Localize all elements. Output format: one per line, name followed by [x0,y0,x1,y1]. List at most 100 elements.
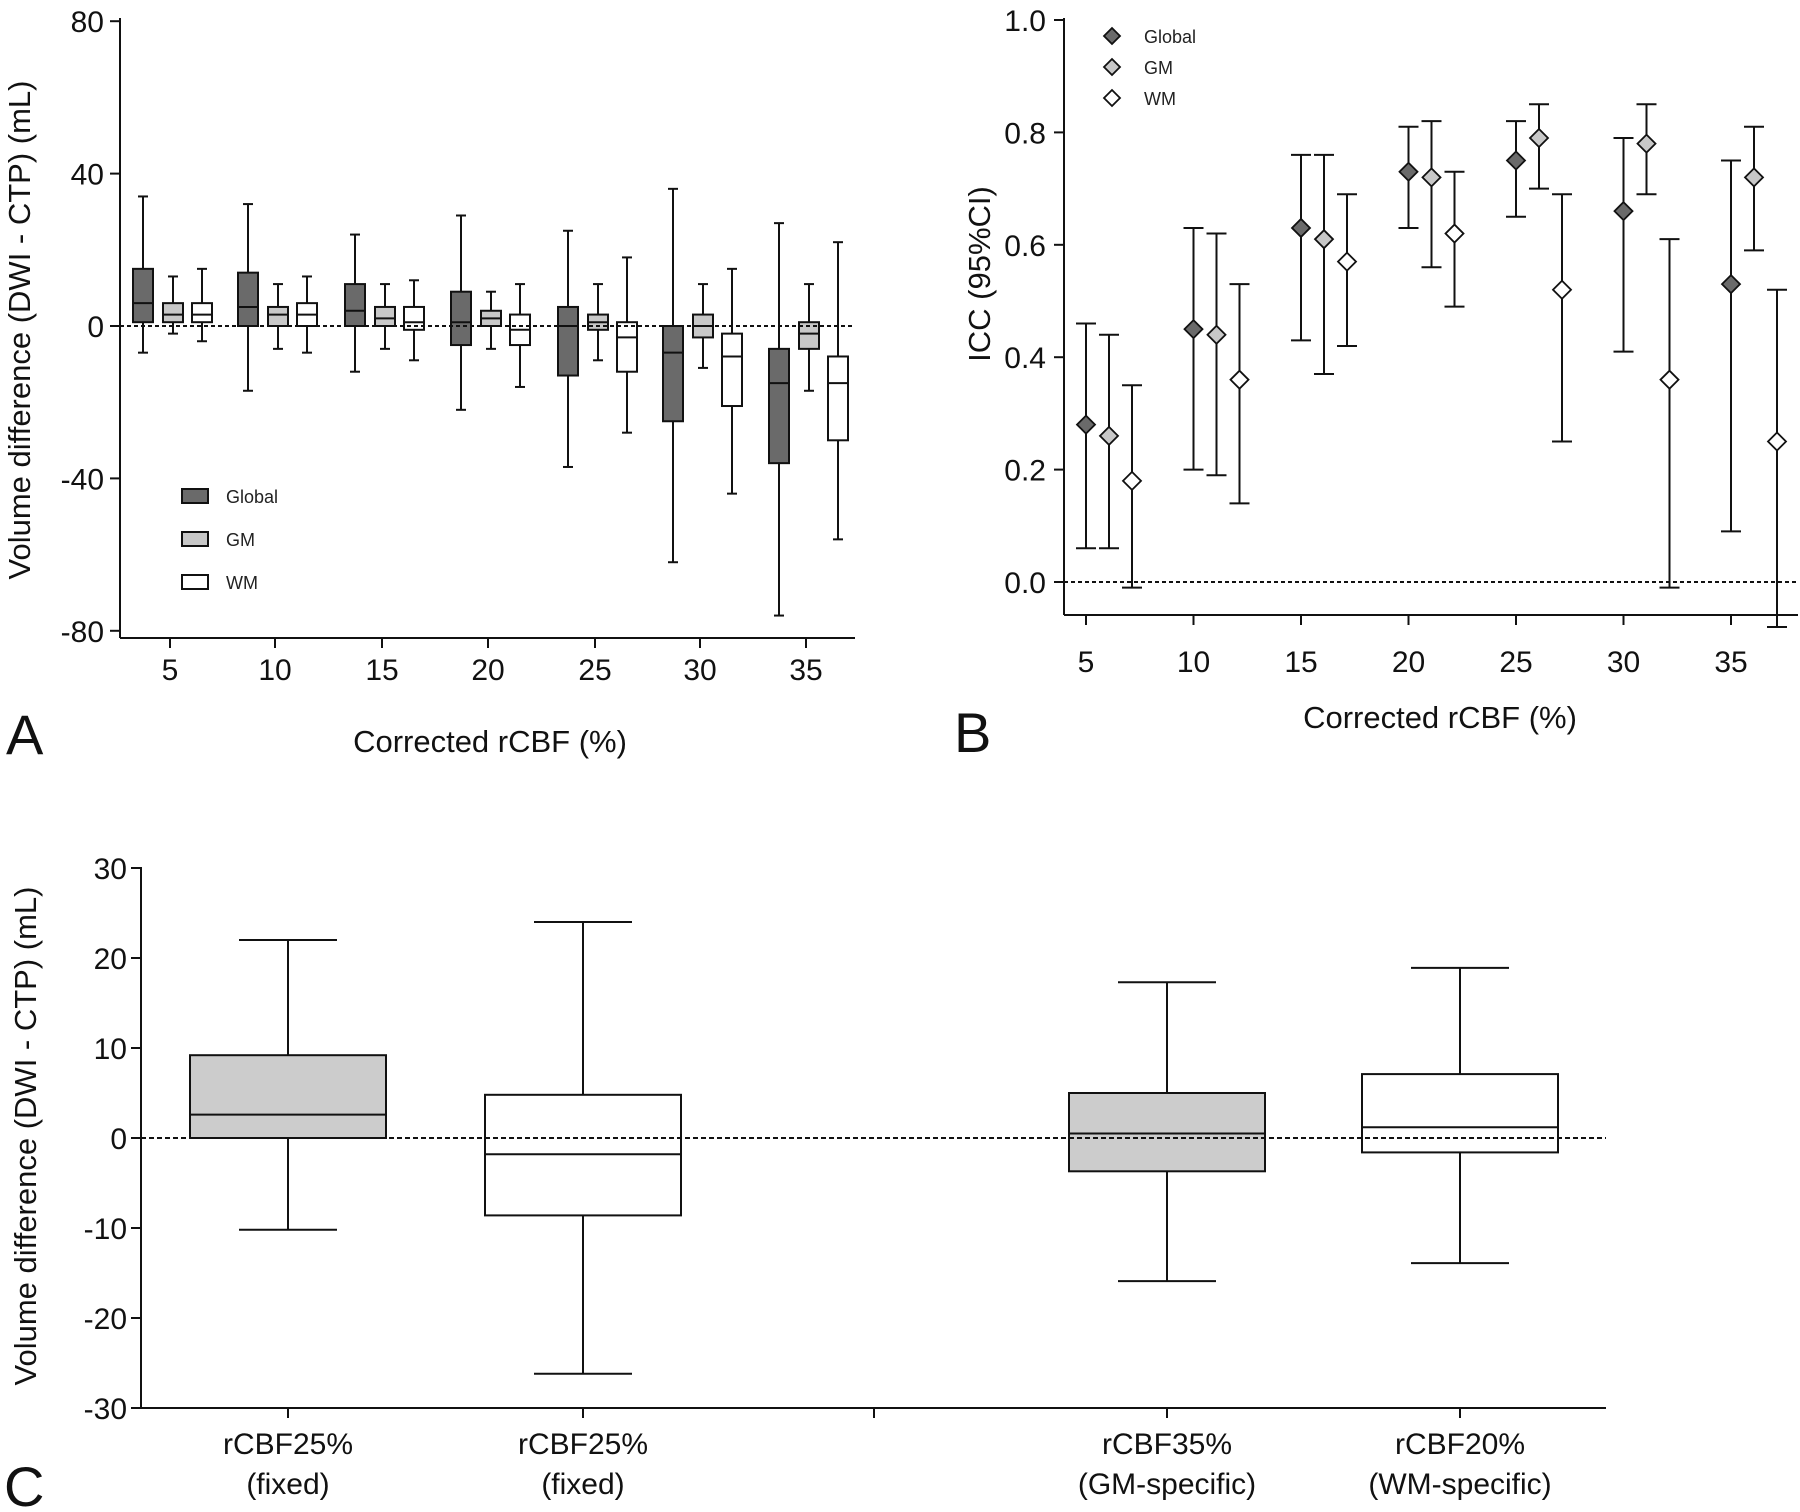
panel-b-label: B [954,701,991,764]
panel-a-y-tick-label: 80 [71,6,104,39]
panel-a-gm-box-5-box [162,302,184,324]
panel-c-x-tick-label-line2: (fixed) [541,1468,624,1501]
panel-a-x-tick-label: 5 [162,654,179,687]
panel-a-wm-box-15-box [403,305,425,331]
panel-b-x-tick-label: 20 [1392,646,1425,679]
panel-b-y-label: ICC (95%CI) [962,186,997,362]
panel-b-legend: Global GM WM [1102,26,1196,109]
panel-c-label: C [4,1455,44,1512]
panel-b-wm-35-point [1766,431,1788,452]
panel-b-x-tick-label: 5 [1078,646,1095,679]
panel-a-x-tick-label: 30 [683,654,716,687]
panel-a-global-box-20-box [450,290,472,347]
panel-b-gm-35-point [1743,167,1765,188]
panel-b-x-tick-label: 10 [1177,646,1210,679]
panel-a-y-tick-label: 0 [87,311,104,344]
panel-b-global-20-point [1398,161,1419,183]
panel-a-gm-box-35-box [798,321,820,350]
panel-b-global-15-point [1290,217,1312,239]
panel-b: 1.0 0.8 0.6 0.4 0.2 0.0 5 10 15 20 25 30 35 ICC (95… [954,5,1798,764]
panel-b-gm-10-point [1206,324,1227,345]
panel-a-legend: Global GM WM [181,487,278,593]
panel-a-wm-box-25-box [616,321,638,373]
panel-b-gm-5-point [1098,425,1120,447]
panel-b-global-5-point [1075,414,1097,435]
panel-a-wm-box-5-box [191,302,213,324]
panel-c-x-tick-label-line1: rCBF25% [518,1428,648,1461]
panel-a-label: A [6,703,44,766]
panel-a-global-box-30-box [662,325,684,423]
panel-a-global-box-15-box [344,283,366,327]
panel-b-global-10-point [1183,318,1204,340]
panel-b-global-35-point [1720,273,1742,295]
panel-a-legend-label-wm: WM [226,573,258,593]
panel-b-y-tick-label: 0.4 [1004,342,1046,375]
panel-b-y-tick-label: 0.8 [1004,117,1046,150]
panel-b-legend-label-gm: GM [1144,58,1173,78]
panel-a-gm-box-10-box [267,305,289,328]
panel-c-x-tick-label-line1: rCBF25% [223,1428,353,1461]
panel-a-global-box-35-box [768,347,790,465]
panel-b-gm-25-point [1528,127,1550,149]
panel-b-y-tick-label: 1.0 [1004,5,1046,38]
panel-a-x-tick-label: 35 [789,654,822,687]
panel-b-global-30-point [1613,200,1634,222]
panel-a-global-box-5-box [132,267,154,324]
panel-b-wm-25-point [1551,279,1573,301]
panel-c-y-tick-label: -20 [84,1303,127,1336]
panel-c-x-tick-label-line2: (GM-specific) [1078,1468,1256,1501]
panel-c-y-tick-label: -10 [84,1213,127,1246]
panel-c: 30 20 10 0 -10 -20 -30 rCBF25% (fixed) rCBF25% (f… [4,853,1606,1512]
panel-a-legend-label-gm: GM [226,530,255,550]
panel-b-gm-20-point [1421,167,1442,188]
panel-b-x-tick-label: 15 [1284,646,1317,679]
panel-b-global-25-point [1505,150,1527,171]
panel-b-wm-30-point [1659,369,1680,390]
panel-b-x-tick-label: 30 [1607,646,1640,679]
panel-b-wm-5-point [1121,470,1143,492]
panel-b-y-tick-label: 0.2 [1004,455,1046,488]
panel-b-legend-marker-gm [1102,57,1122,77]
panel-b-y-tick-label: 0.6 [1004,230,1046,263]
panel-c-y-tick-label: 0 [110,1123,127,1156]
panel-a-legend-swatch-wm [181,574,209,590]
panel-c-box-3-box [1068,1092,1266,1173]
panel-a-global-box-25-box [557,305,579,377]
panel-c-y-tick-label: -30 [84,1393,127,1426]
panel-b-legend-label-global: Global [1144,27,1196,47]
panel-c-x-tick-label-line2: (WM-specific) [1368,1468,1551,1501]
panel-b-wm-15-point [1336,251,1358,272]
panel-a-x-label: Corrected rCBF (%) [353,724,627,759]
panel-a-x-tick-label: 25 [578,654,611,687]
panel-b-x-tick-label: 35 [1714,646,1747,679]
panel-b-x-tick-label: 25 [1499,646,1532,679]
panel-a-y-tick-label: -80 [61,616,104,649]
panel-b-wm-10-point [1229,369,1250,390]
panel-b-x-label: Corrected rCBF (%) [1303,700,1577,735]
panel-a-y-tick-label: 40 [71,159,104,192]
panel-c-x-tick-label-line1: rCBF20% [1395,1428,1525,1461]
panel-b-y-tick-label: 0.0 [1004,567,1046,600]
panel-c-y-tick-label: 30 [94,853,127,886]
panel-c-y-tick-label: 20 [94,943,127,976]
panel-a-gm-box-15-box [374,305,396,328]
panel-c-box-4-box [1361,1073,1559,1154]
panel-a-x-tick-label: 15 [365,654,398,687]
panel-b-legend-marker-wm [1102,88,1122,108]
panel-b-legend-label-wm: WM [1144,89,1176,109]
panel-b-gm-30-point [1636,133,1657,154]
panel-a-wm-box-35-box [827,355,849,442]
panel-c-x-tick-label-line1: rCBF35% [1102,1428,1232,1461]
panel-a-legend-swatch-gm [181,531,209,547]
panel-c-box-1-box [189,1054,387,1139]
panel-b-wm-20-point [1444,223,1465,244]
panel-a-legend-label-global: Global [226,487,278,507]
panel-a-legend-swatch-global [181,488,209,504]
panel-a-y-tick-label: -40 [61,463,104,496]
panel-c-y-label: Volume difference (DWI - CTP) (mL) [8,887,43,1386]
panel-b-legend-marker-global [1102,26,1122,46]
panel-a: 80 40 0 -40 -80 5 10 15 20 25 30 35 Volume differe… [2,6,855,766]
panel-b-gm-15-point [1313,228,1335,250]
panel-c-y-tick-label: 10 [94,1033,127,1066]
panel-c-x-tick-label-line2: (fixed) [246,1468,329,1501]
